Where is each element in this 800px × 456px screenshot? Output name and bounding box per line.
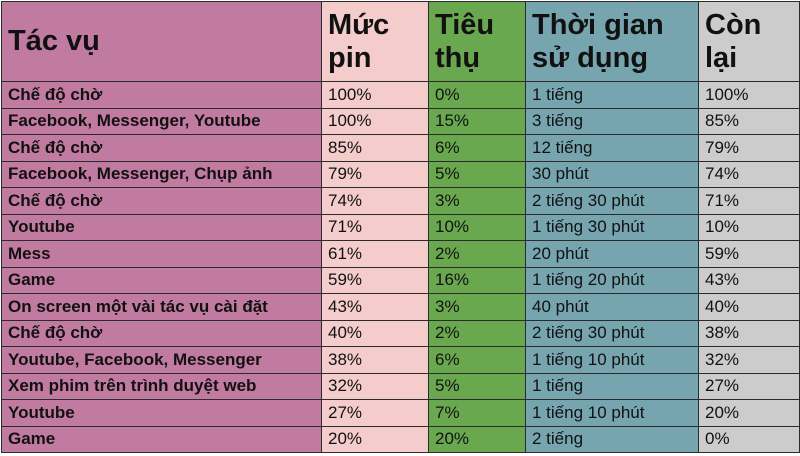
task-cell: Chế độ chờ bbox=[1, 134, 322, 162]
consumption-cell: 5% bbox=[428, 160, 526, 188]
usage-time-cell: 1 tiếng 20 phút bbox=[525, 266, 699, 294]
task-cell: Chế độ chờ bbox=[1, 319, 322, 347]
header-consumption: Tiêu thụ bbox=[428, 1, 526, 82]
usage-time-cell: 30 phút bbox=[525, 160, 699, 188]
usage-time-cell: 2 tiếng bbox=[525, 425, 699, 453]
consumption-cell: 0% bbox=[428, 81, 526, 109]
usage-time-cell: 2 tiếng 30 phút bbox=[525, 319, 699, 347]
remaining-cell: 32% bbox=[698, 346, 800, 374]
battery-level-cell: 100% bbox=[321, 81, 429, 109]
table-row: Chế độ chờ 40% 2% 2 tiếng 30 phút 38% bbox=[1, 319, 800, 347]
task-cell: Game bbox=[1, 266, 322, 294]
consumption-cell: 20% bbox=[428, 425, 526, 453]
remaining-cell: 43% bbox=[698, 266, 800, 294]
remaining-cell: 27% bbox=[698, 372, 800, 400]
header-task: Tác vụ bbox=[1, 1, 322, 82]
battery-level-cell: 85% bbox=[321, 134, 429, 162]
usage-time-cell: 1 tiếng bbox=[525, 81, 699, 109]
table-row: Youtube, Facebook, Messenger 38% 6% 1 tiếng… bbox=[1, 346, 800, 374]
header-remaining: Còn lại bbox=[698, 1, 800, 82]
task-cell: Game bbox=[1, 425, 322, 453]
remaining-cell: 38% bbox=[698, 319, 800, 347]
battery-level-cell: 74% bbox=[321, 187, 429, 215]
remaining-cell: 10% bbox=[698, 213, 800, 241]
table-row: Chế độ chờ 74% 3% 2 tiếng 30 phút 71% bbox=[1, 187, 800, 215]
task-cell: Facebook, Messenger, Youtube bbox=[1, 107, 322, 135]
task-cell: Mess bbox=[1, 240, 322, 268]
battery-level-cell: 100% bbox=[321, 107, 429, 135]
table-row: Facebook, Messenger, Chụp ảnh 79% 5% 30 phú… bbox=[1, 160, 800, 188]
battery-level-cell: 27% bbox=[321, 399, 429, 427]
usage-time-cell: 1 tiếng bbox=[525, 372, 699, 400]
task-cell: Chế độ chờ bbox=[1, 187, 322, 215]
usage-time-cell: 12 tiếng bbox=[525, 134, 699, 162]
consumption-cell: 10% bbox=[428, 213, 526, 241]
task-cell: Youtube, Facebook, Messenger bbox=[1, 346, 322, 374]
remaining-cell: 85% bbox=[698, 107, 800, 135]
consumption-cell: 16% bbox=[428, 266, 526, 294]
consumption-cell: 2% bbox=[428, 319, 526, 347]
remaining-cell: 71% bbox=[698, 187, 800, 215]
table-row: Game 20% 20% 2 tiếng 0% bbox=[1, 425, 800, 453]
usage-time-cell: 1 tiếng 30 phút bbox=[525, 213, 699, 241]
battery-level-cell: 71% bbox=[321, 213, 429, 241]
task-cell: Xem phim trên trình duyệt web bbox=[1, 372, 322, 400]
battery-level-cell: 61% bbox=[321, 240, 429, 268]
battery-level-cell: 43% bbox=[321, 293, 429, 321]
header-battery-level: Mức pin bbox=[321, 1, 429, 82]
usage-time-cell: 40 phút bbox=[525, 293, 699, 321]
table-row: Game 59% 16% 1 tiếng 20 phút 43% bbox=[1, 266, 800, 294]
task-cell: Chế độ chờ bbox=[1, 81, 322, 109]
usage-time-cell: 1 tiếng 10 phút bbox=[525, 399, 699, 427]
consumption-cell: 3% bbox=[428, 187, 526, 215]
table-row: Youtube 27% 7% 1 tiếng 10 phút 20% bbox=[1, 399, 800, 427]
consumption-cell: 5% bbox=[428, 372, 526, 400]
table-row: Facebook, Messenger, Youtube 100% 15% 3 tiế… bbox=[1, 107, 800, 135]
remaining-cell: 79% bbox=[698, 134, 800, 162]
task-cell: Youtube bbox=[1, 399, 322, 427]
task-cell: On screen một vài tác vụ cài đặt bbox=[1, 293, 322, 321]
battery-level-cell: 32% bbox=[321, 372, 429, 400]
consumption-cell: 2% bbox=[428, 240, 526, 268]
battery-level-cell: 20% bbox=[321, 425, 429, 453]
battery-level-cell: 38% bbox=[321, 346, 429, 374]
task-cell: Youtube bbox=[1, 213, 322, 241]
usage-time-cell: 1 tiếng 10 phút bbox=[525, 346, 699, 374]
usage-time-cell: 3 tiếng bbox=[525, 107, 699, 135]
consumption-cell: 6% bbox=[428, 134, 526, 162]
usage-time-cell: 20 phút bbox=[525, 240, 699, 268]
table-row: Mess 61% 2% 20 phút 59% bbox=[1, 240, 800, 268]
table-row: Youtube 71% 10% 1 tiếng 30 phút 10% bbox=[1, 213, 800, 241]
header-row: Tác vụ Mức pin Tiêu thụ Thời gian sử dụn… bbox=[1, 1, 800, 82]
usage-time-cell: 2 tiếng 30 phút bbox=[525, 187, 699, 215]
remaining-cell: 20% bbox=[698, 399, 800, 427]
battery-level-cell: 40% bbox=[321, 319, 429, 347]
table-row: Chế độ chờ 85% 6% 12 tiếng 79% bbox=[1, 134, 800, 162]
task-cell: Facebook, Messenger, Chụp ảnh bbox=[1, 160, 322, 188]
remaining-cell: 40% bbox=[698, 293, 800, 321]
table-row: Xem phim trên trình duyệt web 32% 5% 1 tiến… bbox=[1, 372, 800, 400]
remaining-cell: 74% bbox=[698, 160, 800, 188]
consumption-cell: 3% bbox=[428, 293, 526, 321]
remaining-cell: 100% bbox=[698, 81, 800, 109]
table-row: On screen một vài tác vụ cài đặt 43% 3% 40 … bbox=[1, 293, 800, 321]
header-usage-time: Thời gian sử dụng bbox=[525, 1, 699, 82]
battery-level-cell: 59% bbox=[321, 266, 429, 294]
consumption-cell: 6% bbox=[428, 346, 526, 374]
consumption-cell: 15% bbox=[428, 107, 526, 135]
remaining-cell: 0% bbox=[698, 425, 800, 453]
table-row: Chế độ chờ 100% 0% 1 tiếng 100% bbox=[1, 81, 800, 109]
consumption-cell: 7% bbox=[428, 399, 526, 427]
remaining-cell: 59% bbox=[698, 240, 800, 268]
battery-level-cell: 79% bbox=[321, 160, 429, 188]
